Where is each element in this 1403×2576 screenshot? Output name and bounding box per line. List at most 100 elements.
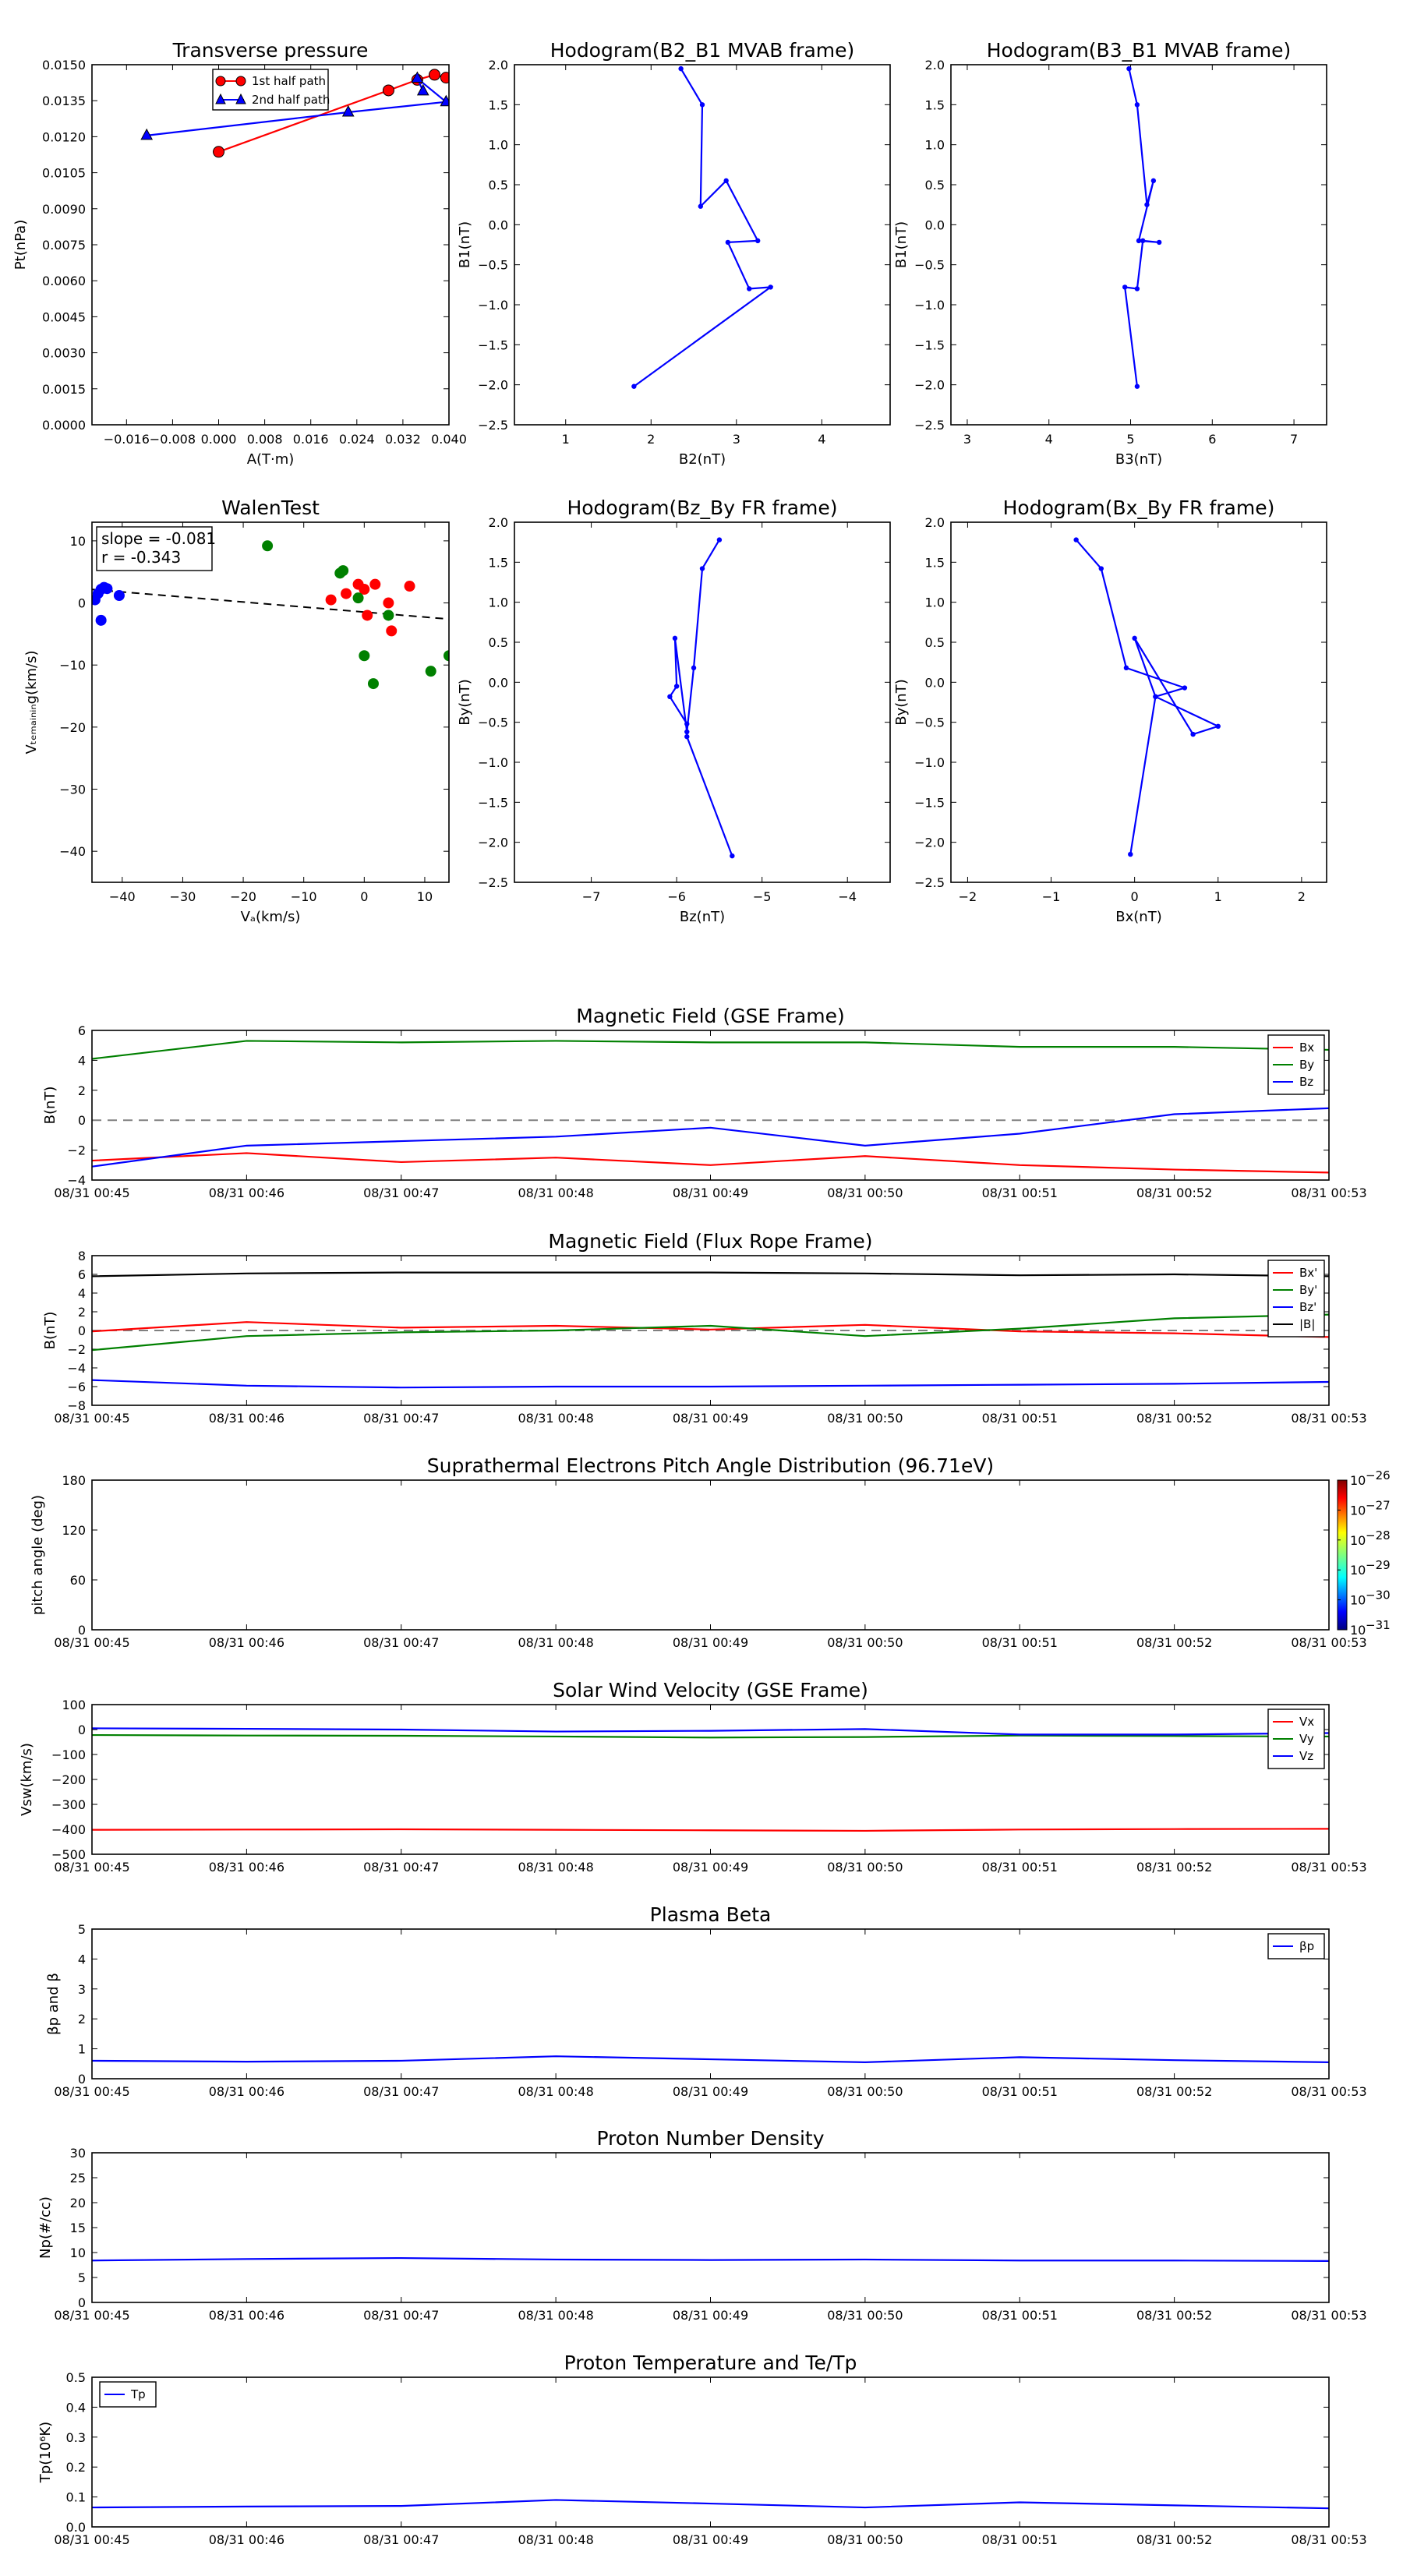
plot-frame <box>950 64 1327 426</box>
annotation-text: r = -0.343 <box>101 548 181 567</box>
chart-title: Suprathermal Electrons Pitch Angle Distr… <box>427 1454 994 1477</box>
x-tick-label: 10 <box>417 889 433 904</box>
x-tick-label: 08/31 00:50 <box>827 1186 903 1200</box>
y-tick-label: −0.5 <box>478 258 508 273</box>
chart-8: Suprathermal Electrons Pitch Angle Distr… <box>30 1454 1391 1650</box>
y-tick-label: 3 <box>78 1982 86 1997</box>
x-tick-label: 08/31 00:51 <box>982 1186 1058 1200</box>
y-tick-label: 2.0 <box>925 515 945 530</box>
y-tick-label: 0.0150 <box>42 58 86 72</box>
data-point <box>440 72 449 84</box>
y-tick-label: 0.0015 <box>42 382 86 397</box>
y-tick-label: 0 <box>78 1323 86 1338</box>
plot-frame <box>950 521 1327 883</box>
plot-area <box>1073 537 1221 857</box>
chart-7: Magnetic Field (Flux Rope Frame) −8 −6 −4 −2… <box>42 1230 1367 1426</box>
legend-label: By <box>1299 1058 1314 1072</box>
y-tick-label: −6 <box>67 1380 86 1394</box>
chart-title: Hodogram(Bz_By FR frame) <box>567 496 837 519</box>
x-tick-label: 08/31 00:49 <box>673 2084 748 2099</box>
x-tick-label: 0.024 <box>339 432 375 447</box>
data-point <box>1215 723 1221 729</box>
data-point <box>1150 178 1157 184</box>
x-tick-label: 08/31 00:46 <box>209 2532 284 2547</box>
x-tick-label: 0 <box>1131 889 1139 904</box>
data-point <box>213 146 225 158</box>
data-point <box>699 566 705 571</box>
y-tick-label: −2.5 <box>914 418 945 433</box>
data-point <box>325 594 337 606</box>
y-tick-label: 0.4 <box>66 2400 86 2415</box>
x-tick-label: 08/31 00:49 <box>673 2532 748 2547</box>
y-tick-label: 0.0 <box>925 675 945 690</box>
legend-label: Vz <box>1299 1749 1313 1763</box>
data-point <box>429 69 441 81</box>
colorbar-exponent: −28 <box>1366 1528 1391 1542</box>
y-axis-label: B(nT) <box>42 1312 58 1350</box>
data-point <box>113 589 125 601</box>
data-point <box>1156 239 1162 246</box>
data-point <box>1134 286 1140 292</box>
data-point <box>416 83 429 96</box>
colorbar-exponent: −29 <box>1366 1558 1391 1572</box>
chart-title: Hodogram(B3_B1 MVAB frame) <box>987 39 1292 62</box>
series-line <box>1075 539 1221 855</box>
x-tick-label: 08/31 00:49 <box>673 1186 748 1200</box>
x-tick-label: 08/31 00:52 <box>1136 1635 1212 1650</box>
x-tick-label: 08/31 00:47 <box>363 2308 439 2323</box>
y-tick-label: 0.0075 <box>42 238 86 253</box>
y-tick-label: 2.0 <box>489 515 508 530</box>
x-tick-label: 5 <box>1126 432 1134 447</box>
data-point <box>411 71 424 83</box>
chart-3: WalenTest −40 −30 −20 −10 0 10 −40 −30 −20 −10 0 10 V… <box>23 496 450 925</box>
colorbar-exponent: −26 <box>1366 1468 1391 1482</box>
x-tick-label: 08/31 00:52 <box>1136 1186 1212 1200</box>
x-tick-label: −7 <box>582 889 601 904</box>
x-tick-label: 7 <box>1290 432 1298 447</box>
chart-title: WalenTest <box>221 496 320 519</box>
data-point <box>440 94 449 107</box>
y-tick-label: 0.0 <box>66 2520 86 2535</box>
x-tick-label: 1 <box>1214 889 1222 904</box>
series-line <box>1123 68 1160 387</box>
chart-title: Solar Wind Velocity (GSE Frame) <box>553 1679 868 1701</box>
x-tick-label: 1 <box>562 432 570 447</box>
data-point <box>684 721 690 726</box>
plot-area <box>631 65 774 389</box>
y-tick-label: −1.0 <box>478 298 508 313</box>
series-line <box>92 1379 1329 1389</box>
y-axis-label: pitch angle (deg) <box>30 1495 46 1615</box>
colorbar-base: 10 <box>1350 1473 1366 1488</box>
y-axis-label: Np(#/cc) <box>37 2196 54 2259</box>
x-tick-label: 2 <box>1298 889 1306 904</box>
data-point <box>1073 537 1079 542</box>
y-tick-label: 0 <box>78 596 86 611</box>
x-tick-label: 08/31 00:48 <box>518 1635 593 1650</box>
x-axis-label: Bz(nT) <box>680 909 725 925</box>
x-tick-label: 08/31 00:46 <box>209 1635 284 1650</box>
series-line <box>669 539 733 857</box>
x-tick-label: 08/31 00:53 <box>1291 2532 1366 2547</box>
y-tick-label: 0.0030 <box>42 346 86 361</box>
data-point <box>1144 202 1150 207</box>
data-point <box>768 284 773 290</box>
series-line <box>92 1321 1329 1338</box>
x-axis-label: B2(nT) <box>679 451 726 468</box>
y-tick-label: 6 <box>78 1267 86 1282</box>
legend-label: βp <box>1299 1939 1314 1953</box>
x-tick-label: −10 <box>291 889 317 904</box>
colorbar-strip <box>1337 1479 1348 1631</box>
y-tick-label: 0.0135 <box>42 94 86 108</box>
y-tick-label: 1.0 <box>489 595 508 610</box>
y-tick-label: 2 <box>78 1083 86 1098</box>
plot-frame <box>91 1030 1330 1181</box>
x-tick-label: −0.016 <box>104 432 150 447</box>
x-tick-label: 08/31 00:50 <box>827 2084 903 2099</box>
data-point <box>730 853 735 859</box>
x-axis-label: A(T·m) <box>247 451 295 468</box>
y-tick-label: 1.5 <box>489 97 508 112</box>
x-tick-label: 08/31 00:45 <box>54 1860 129 1875</box>
y-tick-label: −40 <box>59 844 86 859</box>
y-tick-label: −1.0 <box>914 755 945 770</box>
